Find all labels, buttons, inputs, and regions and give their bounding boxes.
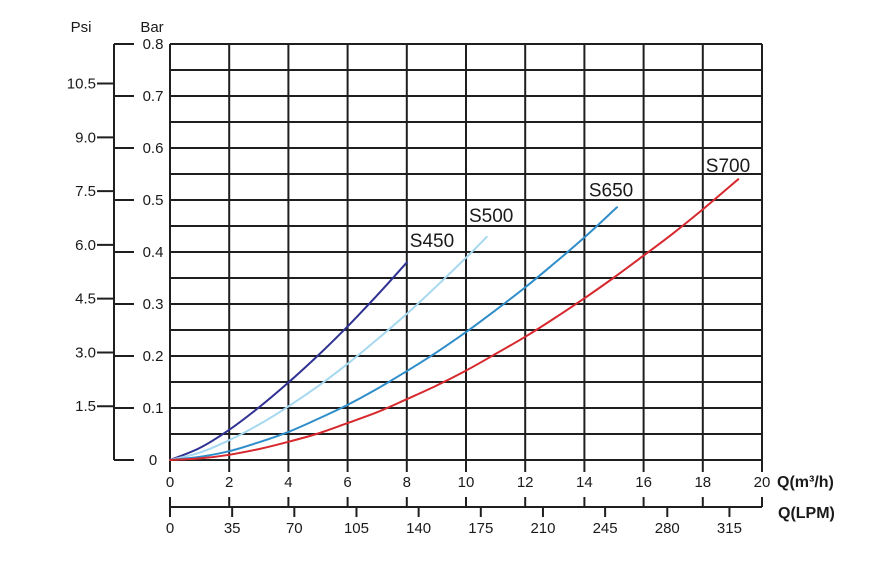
axis-layer bbox=[97, 43, 763, 517]
curve-label-s450: S450 bbox=[410, 231, 454, 252]
grid-layer bbox=[169, 43, 763, 461]
bar-axis-title: Bar bbox=[140, 19, 163, 36]
curve-label-s500: S500 bbox=[469, 206, 513, 227]
tick-label-layer: 0 0.1 0.2 0.3 0.4 0.5 0.6 0.7 0.8 1.5 3.0 4.5 6.0 7.5… bbox=[67, 36, 771, 537]
lpm-tick-label: 315 bbox=[717, 520, 742, 537]
psi-tick-label: 1.5 bbox=[75, 398, 96, 415]
lpm-tick-label: 175 bbox=[468, 520, 493, 537]
curve-s500 bbox=[169, 235, 488, 461]
lpm-tick-label: 210 bbox=[530, 520, 555, 537]
bar-tick-label: 0.1 bbox=[143, 400, 164, 417]
m3h-tick-label: 6 bbox=[343, 474, 351, 491]
bar-tick-label: 0.3 bbox=[143, 296, 164, 313]
m3h-tick-label: 2 bbox=[225, 474, 233, 491]
m3h-tick-label: 4 bbox=[284, 474, 292, 491]
flow-m3h-axis-title: Q(m³/h) bbox=[777, 474, 834, 491]
bar-tick-label: 0.5 bbox=[143, 192, 164, 209]
psi-tick-label: 4.5 bbox=[75, 291, 96, 308]
bar-tick-label: 0 bbox=[149, 452, 157, 469]
m3h-tick-label: 8 bbox=[403, 474, 411, 491]
psi-tick-label: 3.0 bbox=[75, 344, 96, 361]
lpm-tick-label: 245 bbox=[593, 520, 618, 537]
lpm-tick-label: 140 bbox=[406, 520, 431, 537]
psi-tick-label: 7.5 bbox=[75, 183, 96, 200]
curve-layer bbox=[169, 178, 740, 461]
m3h-tick-label: 16 bbox=[635, 474, 652, 491]
bar-tick-label: 0.7 bbox=[143, 88, 164, 105]
m3h-tick-label: 18 bbox=[694, 474, 711, 491]
psi-axis-title: Psi bbox=[71, 19, 92, 36]
lpm-tick-label: 105 bbox=[344, 520, 369, 537]
psi-tick-label: 9.0 bbox=[75, 129, 96, 146]
bar-tick-label: 0.2 bbox=[143, 348, 164, 365]
m3h-tick-label: 20 bbox=[754, 474, 771, 491]
psi-tick-label: 6.0 bbox=[75, 237, 96, 254]
bar-tick-label: 0.4 bbox=[143, 244, 164, 261]
m3h-tick-label: 10 bbox=[458, 474, 475, 491]
curve-label-layer: S450 S500 S650 S700 bbox=[410, 156, 750, 252]
lpm-tick-label: 0 bbox=[166, 520, 174, 537]
m3h-tick-label: 12 bbox=[517, 474, 534, 491]
lpm-tick-label: 280 bbox=[655, 520, 680, 537]
curve-s700 bbox=[169, 178, 740, 461]
m3h-tick-label: 14 bbox=[576, 474, 593, 491]
psi-tick-label: 10.5 bbox=[67, 76, 96, 93]
lpm-tick-label: 35 bbox=[224, 520, 241, 537]
curve-s650 bbox=[169, 206, 618, 461]
curve-label-s700: S700 bbox=[706, 156, 750, 177]
curve-s450 bbox=[169, 261, 408, 461]
curve-label-s650: S650 bbox=[589, 181, 633, 202]
lpm-tick-label: 70 bbox=[286, 520, 303, 537]
m3h-tick-label: 0 bbox=[166, 474, 174, 491]
flow-lpm-axis-title: Q(LPM) bbox=[778, 505, 835, 522]
bar-tick-label: 0.8 bbox=[143, 36, 164, 53]
bar-tick-label: 0.6 bbox=[143, 140, 164, 157]
